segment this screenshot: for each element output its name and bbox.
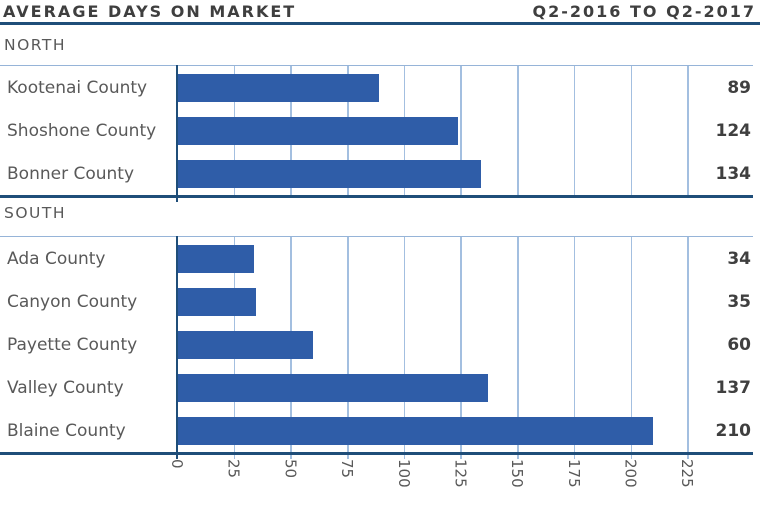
plot-top-border [0, 64, 753, 66]
section-label: NORTH [4, 36, 67, 54]
category-label: Payette County [7, 334, 138, 355]
tick-mark [403, 454, 406, 459]
bar [178, 159, 481, 188]
gridline [687, 66, 689, 195]
value-label: 89 [727, 77, 751, 98]
x-axis-tick-label: 75 [338, 459, 357, 479]
x-axis-tick-label: 150 [508, 459, 527, 488]
y-axis-line [175, 236, 178, 459]
x-axis-line [0, 195, 753, 198]
gridline [403, 237, 406, 452]
bar [178, 73, 379, 102]
section-label: SOUTH [4, 204, 67, 222]
gridline [347, 237, 349, 452]
tick-mark [517, 454, 519, 459]
value-label: 35 [727, 291, 751, 312]
category-label: Valley County [7, 377, 124, 398]
gridline [630, 237, 633, 452]
plot-top-border [0, 235, 753, 237]
tick-mark [460, 454, 462, 459]
bar [178, 416, 654, 445]
tick-mark [687, 454, 689, 459]
x-axis-tick-label: 125 [451, 459, 470, 488]
bar [178, 116, 459, 145]
gridline [687, 237, 689, 452]
value-label: 210 [715, 420, 752, 441]
category-label: Ada County [7, 248, 106, 269]
value-label: 137 [715, 377, 752, 398]
chart-period: Q2-2016 TO Q2-2017 [532, 2, 756, 21]
tick-mark [233, 454, 236, 459]
x-axis-tick-label: 225 [678, 459, 697, 488]
bar [178, 373, 488, 402]
x-axis-tick-label: 0 [168, 459, 186, 469]
category-label: Bonner County [7, 163, 135, 184]
bar [178, 244, 255, 273]
gridline [517, 237, 519, 452]
value-label: 34 [727, 248, 751, 269]
category-label: Blaine County [7, 420, 126, 441]
tick-mark [573, 454, 576, 459]
chart-title: AVERAGE DAYS ON MARKET [3, 2, 297, 21]
x-axis-tick-label: 200 [621, 459, 640, 488]
category-label: Shoshone County [7, 120, 157, 141]
gridline [517, 66, 519, 195]
tick-mark [630, 454, 633, 459]
bar [178, 330, 314, 359]
bar [178, 287, 257, 316]
value-label: 134 [715, 163, 752, 184]
x-axis-line [0, 452, 753, 455]
value-label: 124 [715, 120, 752, 141]
gridline [573, 66, 576, 195]
tick-mark [347, 454, 349, 459]
category-label: Kootenai County [7, 77, 148, 98]
x-axis-tick-label: 50 [281, 459, 300, 479]
y-axis-line [175, 65, 178, 202]
x-axis-tick-label: 100 [394, 459, 413, 488]
x-axis-tick-label: 175 [564, 459, 583, 488]
gridline [630, 66, 633, 195]
gridline [460, 237, 462, 452]
category-label: Canyon County [7, 291, 138, 312]
gridline [460, 66, 462, 195]
header-rule [0, 22, 760, 25]
gridline [573, 237, 576, 452]
value-label: 60 [727, 334, 751, 355]
tick-mark [290, 454, 292, 459]
x-axis-tick-label: 25 [224, 459, 243, 479]
